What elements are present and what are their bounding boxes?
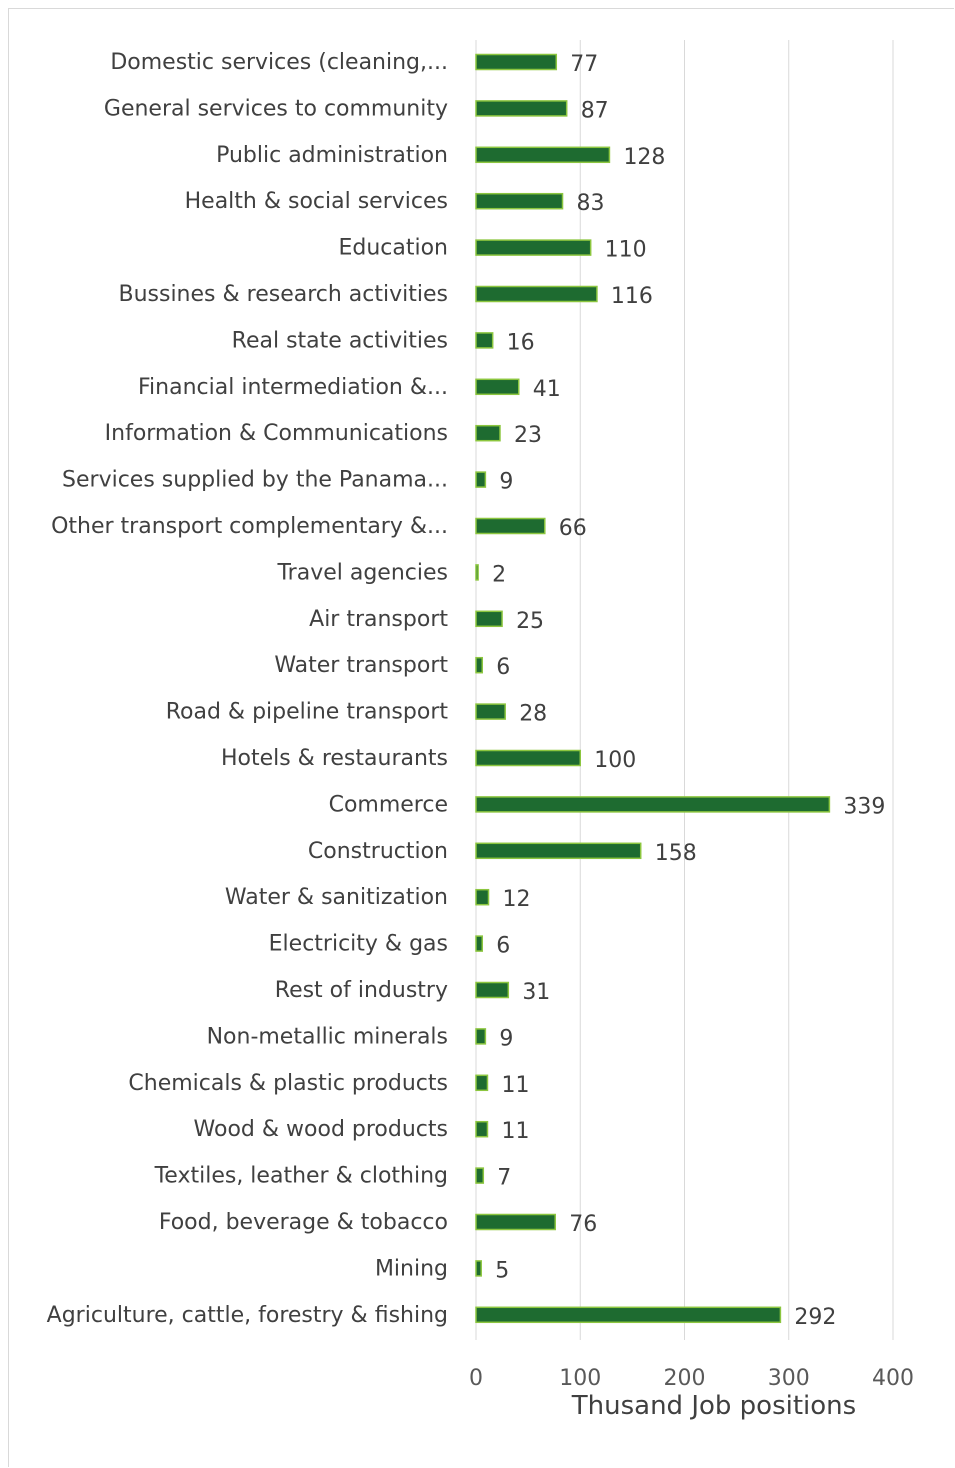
data-label: 11 (501, 1119, 529, 1144)
data-label: 12 (503, 887, 531, 912)
bar (475, 53, 558, 71)
data-label: 2 (492, 562, 506, 587)
data-label: 292 (794, 1305, 836, 1330)
category-label: Travel agencies (276, 560, 448, 585)
category-label: Wood & wood products (194, 1117, 448, 1142)
data-label: 9 (499, 1026, 513, 1051)
x-tick-label: 0 (469, 1366, 483, 1391)
bar (475, 146, 611, 164)
category-label: Food, beverage & tobacco (159, 1210, 448, 1235)
category-label: Health & social services (185, 189, 448, 214)
bars (475, 53, 831, 1324)
x-tick-label: 200 (664, 1366, 706, 1391)
category-label: Public administration (216, 143, 448, 168)
bar (475, 1167, 485, 1184)
x-tick-label: 300 (768, 1366, 810, 1391)
category-label: Bussines & research activities (118, 282, 448, 307)
category-label: Electricity & gas (269, 932, 448, 957)
x-tick-label: 400 (872, 1366, 914, 1391)
category-label: Rest of industry (275, 978, 448, 1003)
bar (475, 564, 479, 581)
data-label: 100 (594, 748, 636, 773)
bar (475, 239, 592, 256)
category-labels: Domestic services (cleaning,... General s… (47, 50, 449, 1328)
data-label: 9 (499, 470, 513, 495)
bar (475, 192, 564, 210)
category-label: Financial intermediation &... (138, 375, 448, 400)
bar (475, 610, 503, 628)
x-tick-label: 100 (559, 1366, 601, 1391)
category-label: Chemicals & plastic products (128, 1071, 448, 1096)
category-label: Commerce (329, 792, 448, 817)
category-label: Education (338, 236, 448, 261)
category-label: Water transport (274, 653, 448, 678)
data-label: 76 (569, 1212, 597, 1237)
bar (475, 1260, 482, 1277)
data-label: 66 (559, 516, 587, 541)
bar (475, 471, 487, 488)
value-labels: 7787128831101161641239662256281003391581… (492, 52, 885, 1330)
bar (475, 285, 598, 303)
bar (475, 842, 642, 860)
category-label: Agriculture, cattle, forestry & fishing (47, 1303, 448, 1328)
category-label: Water & sanitization (225, 885, 448, 910)
data-label: 6 (496, 655, 510, 680)
category-label: Air transport (309, 607, 448, 632)
bar (475, 1074, 489, 1092)
category-label: Real state activities (232, 328, 448, 353)
bar (475, 378, 520, 396)
x-tick-labels: 0 100 200 300 400 (469, 1366, 914, 1391)
bar (475, 332, 494, 349)
bar (475, 1120, 489, 1138)
data-label: 16 (507, 330, 535, 355)
category-label: Other transport complementary &... (51, 514, 448, 539)
bar (475, 424, 501, 442)
bar (475, 517, 546, 535)
bar (475, 1213, 556, 1231)
bar (475, 1028, 487, 1045)
category-label: Domestic services (cleaning,... (110, 50, 448, 75)
data-label: 31 (522, 980, 550, 1005)
data-label: 339 (843, 794, 885, 819)
data-label: 77 (570, 52, 598, 77)
bar (475, 749, 581, 767)
data-label: 28 (519, 702, 547, 727)
bar (475, 656, 484, 674)
data-label: 41 (533, 377, 561, 402)
x-axis-title: Thusand Job positions (571, 1391, 856, 1421)
data-label: 25 (516, 609, 544, 634)
gridlines (475, 40, 894, 1340)
category-label: Road & pipeline transport (166, 700, 449, 725)
category-label: Hotels & restaurants (221, 746, 448, 771)
data-label: 83 (577, 191, 605, 216)
category-label: Textiles, leather & clothing (154, 1164, 448, 1189)
data-label: 116 (611, 284, 653, 309)
bar (475, 935, 484, 952)
bar (475, 100, 568, 117)
data-label: 11 (501, 1073, 529, 1098)
bar (475, 703, 506, 720)
bar (475, 888, 490, 906)
bar (475, 796, 831, 813)
data-label: 110 (605, 238, 647, 263)
bar (475, 981, 510, 999)
data-label: 5 (495, 1258, 509, 1283)
category-label: Mining (375, 1256, 448, 1281)
bar (475, 1306, 782, 1324)
category-label: General services to community (104, 96, 448, 121)
data-label: 87 (581, 98, 609, 123)
category-label: Information & Communications (105, 421, 448, 446)
data-label: 6 (496, 934, 510, 959)
data-label: 128 (623, 145, 665, 170)
data-label: 7 (497, 1166, 511, 1191)
category-label: Services supplied by the Panama... (62, 468, 448, 493)
data-label: 158 (655, 841, 697, 866)
category-label: Non-metallic minerals (207, 1024, 448, 1049)
category-label: Construction (308, 839, 448, 864)
data-label: 23 (514, 423, 542, 448)
